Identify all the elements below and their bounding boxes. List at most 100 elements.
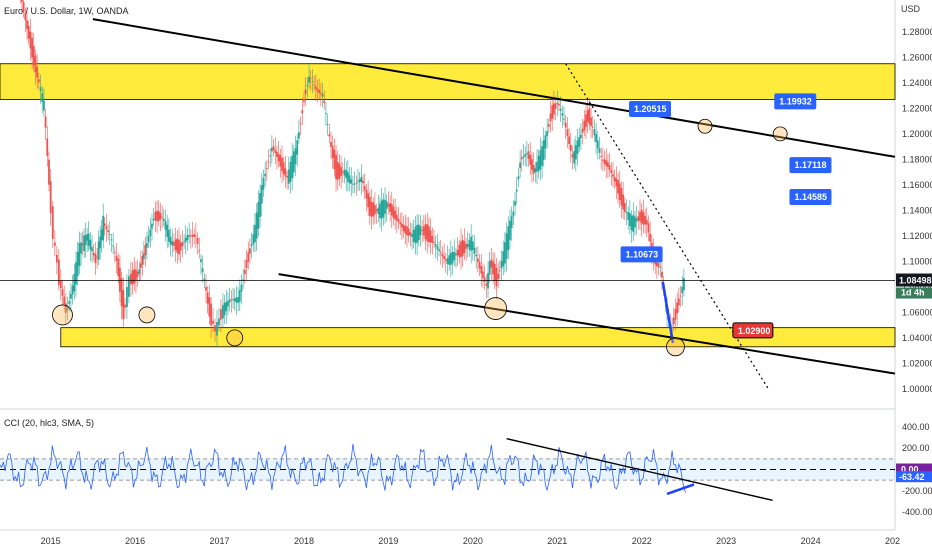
candle-body <box>512 211 515 217</box>
candle-body <box>677 298 680 306</box>
candle-body <box>661 271 663 278</box>
candle-body <box>316 88 319 92</box>
candle-body <box>240 284 243 292</box>
candle-body <box>102 215 105 241</box>
candle-body <box>539 150 542 170</box>
candle-body <box>269 155 272 157</box>
candle-body <box>610 170 613 173</box>
candle-body <box>341 171 344 173</box>
candle-body <box>270 147 273 152</box>
candle-body <box>514 201 516 206</box>
candle-body <box>36 67 39 78</box>
candle-body <box>294 148 297 165</box>
candle-body <box>167 229 170 242</box>
candle-body <box>186 234 189 240</box>
candle-body <box>531 159 533 170</box>
candle-body <box>547 124 550 127</box>
candle-body <box>485 283 488 286</box>
candle-body <box>32 45 35 66</box>
candle-body <box>301 110 304 114</box>
candle-body <box>126 287 128 308</box>
candle-body <box>358 179 361 183</box>
callout-label: 1.19932 <box>779 96 812 106</box>
callout-box <box>774 93 817 110</box>
candle-body <box>292 151 295 173</box>
candle-body <box>29 31 32 49</box>
candle-body <box>681 286 684 294</box>
candle-body <box>78 242 81 266</box>
candle-body <box>520 157 523 160</box>
candle-body <box>357 181 359 183</box>
candle-body <box>51 206 54 239</box>
candle-body <box>429 230 432 243</box>
candle-body <box>113 251 116 253</box>
candle-body <box>635 218 638 222</box>
candle-body <box>605 160 608 166</box>
candle-body <box>281 157 283 171</box>
cci-tick-label: 200.00 <box>902 443 930 453</box>
candle-body <box>600 156 603 158</box>
candle-body <box>389 203 391 212</box>
candle-body <box>335 154 337 180</box>
candle-body <box>154 211 157 221</box>
candle-body <box>257 201 260 229</box>
candle-body <box>368 196 371 216</box>
candle-body <box>468 239 471 250</box>
candle-body <box>272 146 275 151</box>
candle-body <box>173 242 175 246</box>
pivot-circle <box>138 306 156 324</box>
candle-body <box>439 252 442 254</box>
candle-body <box>504 242 506 264</box>
candle-body <box>259 193 261 217</box>
last-price-tag <box>896 273 932 287</box>
candle-body <box>588 108 591 125</box>
candle-body <box>480 266 483 274</box>
candle-body <box>336 161 339 180</box>
candle-body <box>159 213 162 220</box>
price-tick-label: 1.00000 <box>902 384 932 394</box>
candle-body <box>416 224 419 243</box>
candle-body <box>401 223 403 228</box>
candle-body <box>482 271 484 279</box>
candle-body <box>382 199 385 218</box>
candle-body <box>146 243 148 248</box>
callout-label: 1.20515 <box>634 104 667 114</box>
candle-body <box>156 210 158 222</box>
candle-body <box>128 276 130 297</box>
candle-body <box>222 305 224 319</box>
candle-body <box>549 113 552 122</box>
candle-body <box>200 259 202 263</box>
candle-body <box>39 87 42 92</box>
candle-body <box>659 266 662 268</box>
candle-body <box>97 241 100 260</box>
candle-body <box>556 102 559 104</box>
candle-body <box>476 258 479 262</box>
candle-body <box>618 183 621 201</box>
candle-body <box>265 168 268 169</box>
callout-label: 1.10673 <box>626 249 659 259</box>
price-tick-label: 1.06000 <box>902 307 932 317</box>
time-tick-label: 2024 <box>801 536 821 546</box>
candle-body <box>438 249 440 252</box>
candle-body <box>76 251 79 277</box>
candle-body <box>679 295 682 297</box>
price-tick-label: 1.10000 <box>902 256 932 266</box>
candle-body <box>672 317 675 325</box>
candle-body <box>80 242 82 254</box>
candle-body <box>488 261 491 275</box>
candle-body <box>367 193 370 208</box>
candle-body <box>466 244 469 247</box>
candle-body <box>73 273 76 292</box>
cci-tick-label: -200.00 <box>902 486 932 496</box>
cci-panel: 400.00 200.00 -200.00 -400.00 0.00-63.42 <box>0 422 932 517</box>
candles <box>19 0 685 348</box>
time-tick-label: 202 <box>885 536 900 546</box>
candle-body <box>178 239 180 255</box>
candle-body <box>147 235 150 243</box>
candle-body <box>191 234 194 237</box>
callout-box <box>620 246 663 263</box>
candle-body <box>91 247 93 252</box>
candle-body <box>559 108 562 111</box>
callout-box <box>629 101 672 118</box>
candle-body <box>100 229 103 241</box>
